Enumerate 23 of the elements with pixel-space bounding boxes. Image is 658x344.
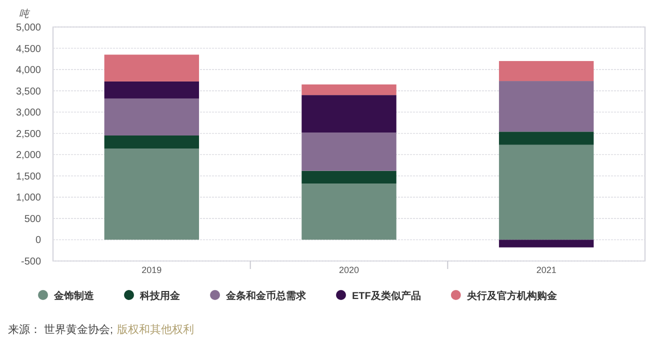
y-tick-label: 5,000 bbox=[16, 22, 42, 34]
x-tick-label: 2021 bbox=[536, 265, 556, 275]
legend-label: 金饰制造 bbox=[53, 290, 95, 302]
y-tick-label: 500 bbox=[24, 214, 42, 225]
y-tick-label: 4,000 bbox=[16, 65, 42, 76]
y-tick-label: 0 bbox=[35, 235, 42, 246]
legend-label: 金条和金币总需求 bbox=[225, 290, 307, 302]
y-tick-label: -500 bbox=[20, 256, 42, 268]
x-tick-label: 2020 bbox=[338, 265, 360, 275]
text: 版权和其他权利 bbox=[117, 323, 194, 336]
y-tick-label: 3,000 bbox=[16, 108, 42, 119]
y-tick-label: 4,500 bbox=[16, 44, 42, 55]
y-tick-label: 2,000 bbox=[16, 150, 42, 162]
x-tick-label: 2019 bbox=[142, 265, 162, 275]
legend-label: 科技用金 bbox=[139, 290, 181, 302]
y-axis-title: 吨 bbox=[19, 8, 31, 20]
y-tick-label: 2,500 bbox=[16, 128, 42, 140]
y-tick-label: 1,500 bbox=[16, 171, 42, 182]
legend-label: 央行及官方机构购金 bbox=[466, 290, 558, 302]
y-tick-label: 1,000 bbox=[16, 192, 42, 204]
y-tick-label: 3,500 bbox=[16, 86, 42, 98]
source-note: 来源： 世界黄金协会; bbox=[8, 323, 114, 336]
legend-label: ETF及类似产品 bbox=[352, 290, 421, 302]
